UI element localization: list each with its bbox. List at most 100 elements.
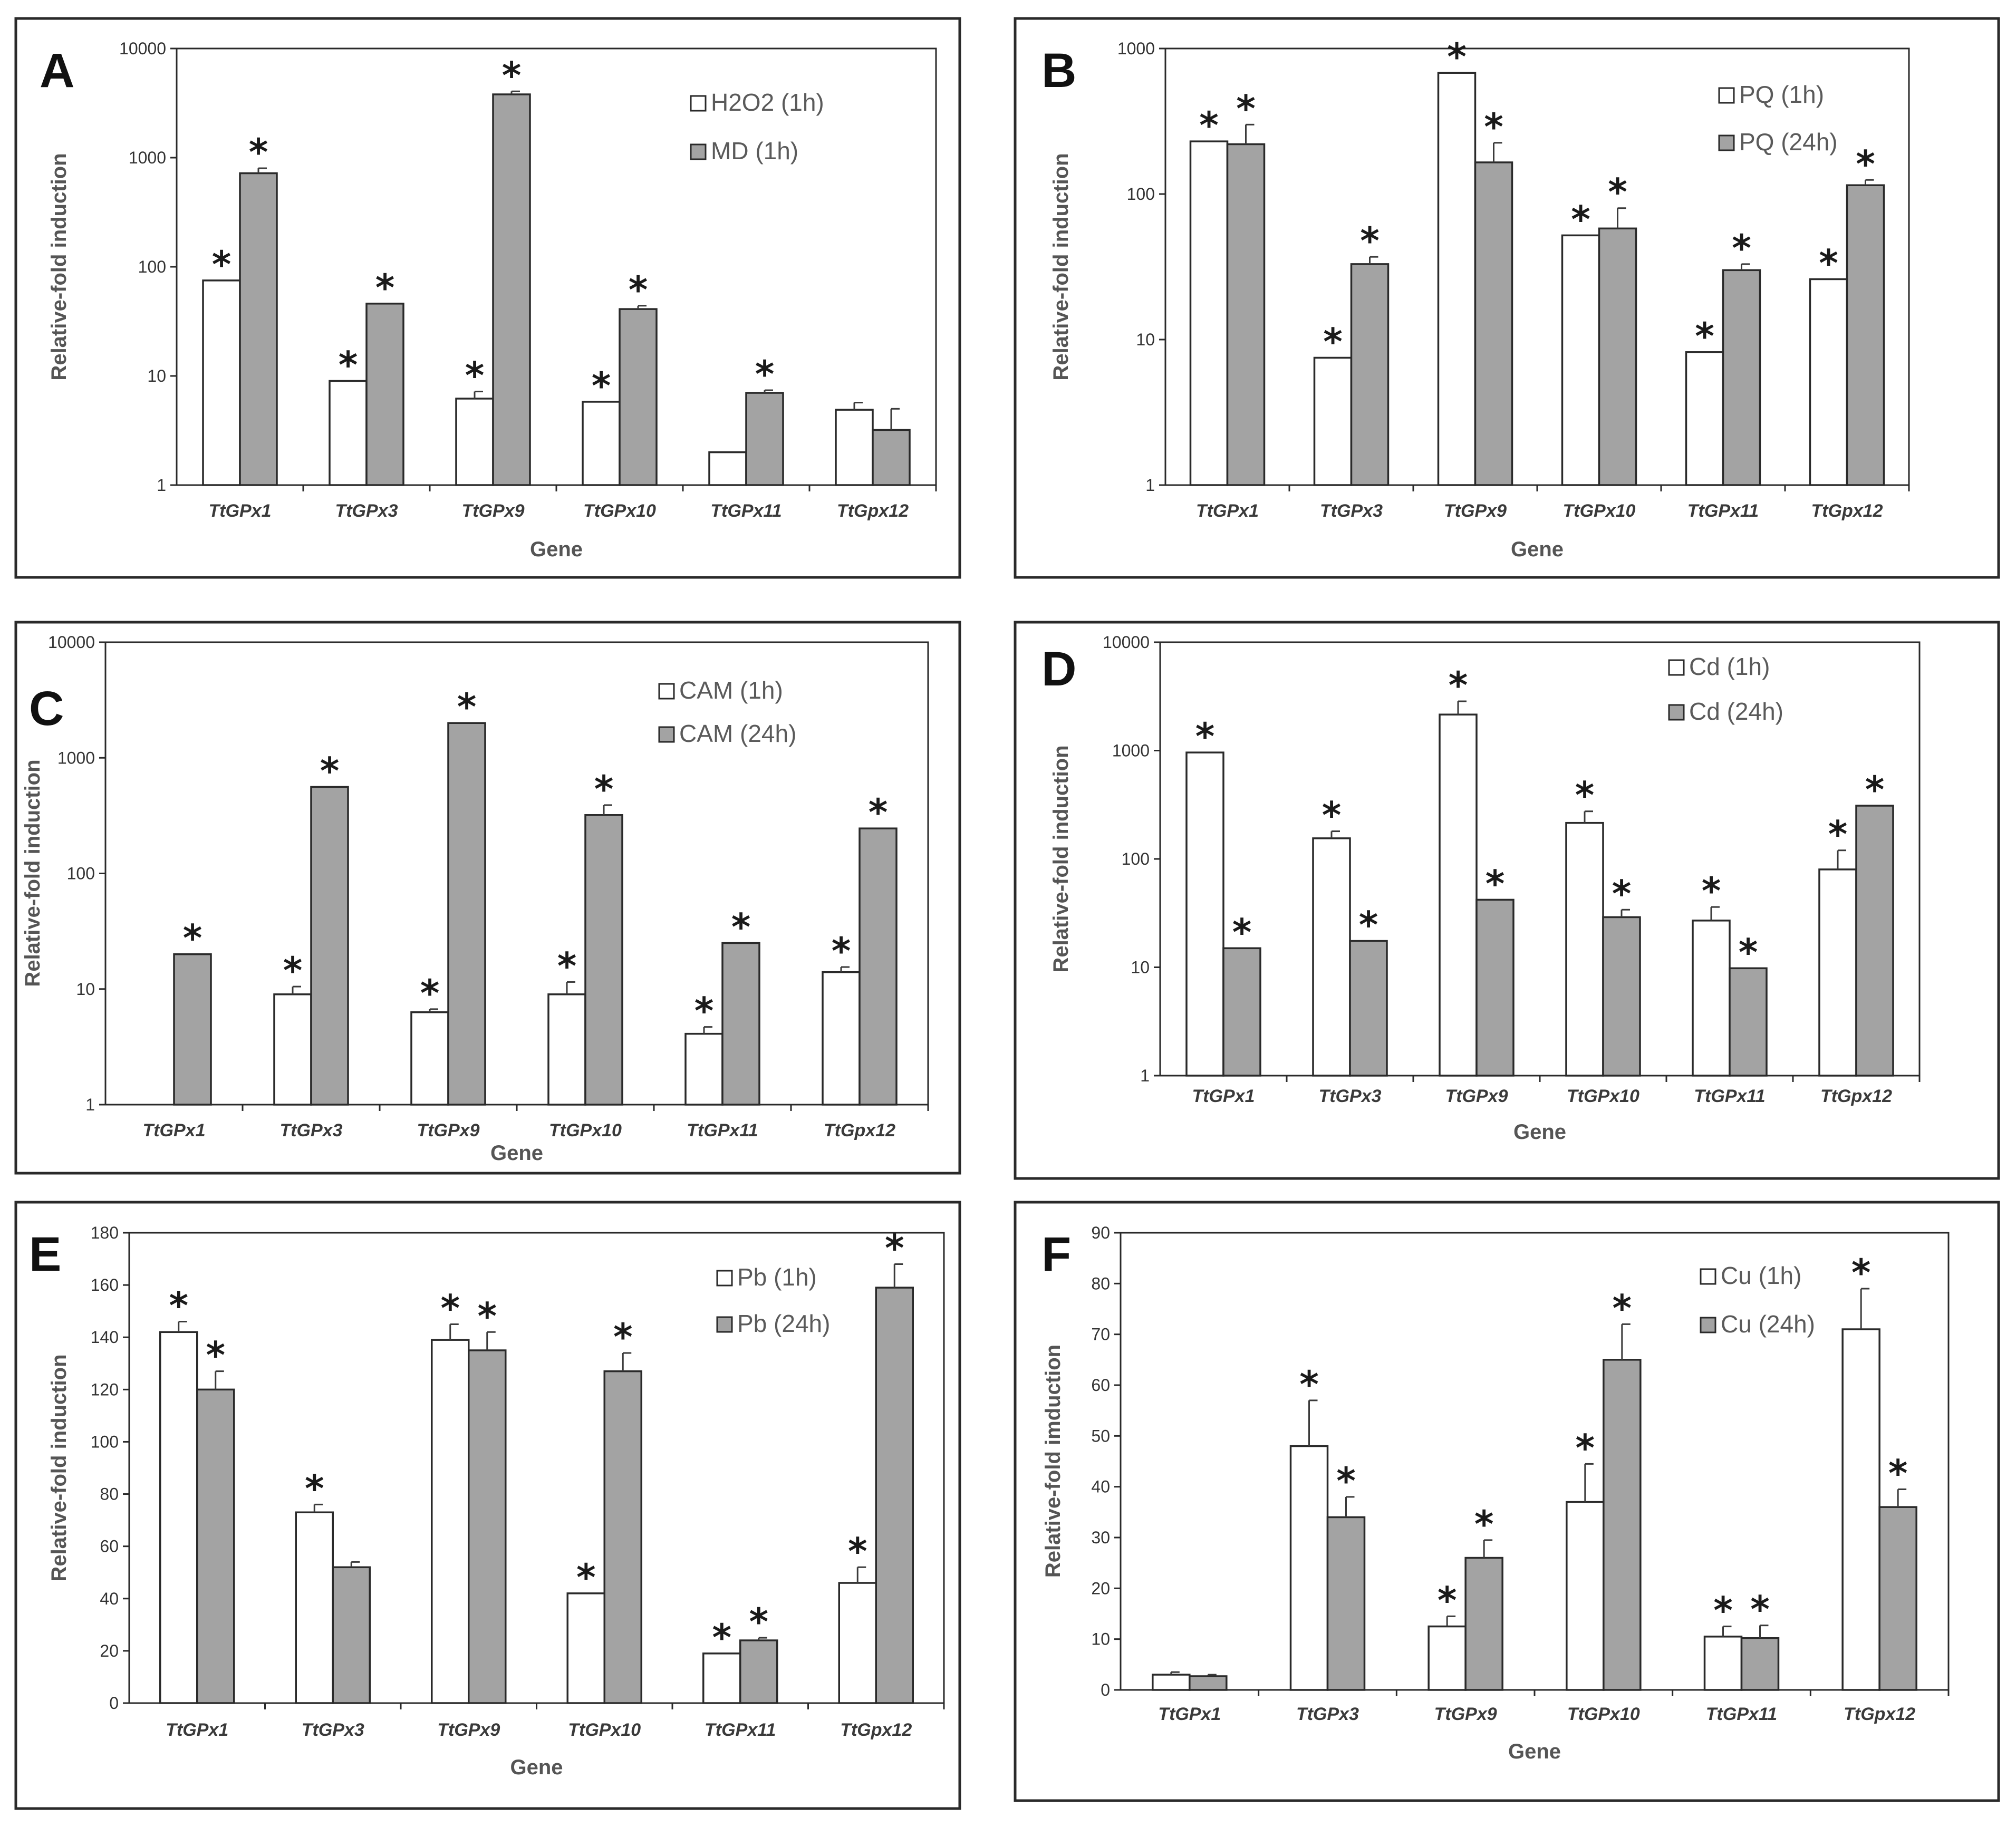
bar-C-TtGPx10-series2 [584,814,623,1106]
x-tick-label: TtGPx3 [1296,1704,1359,1724]
bar-B-TtGpx12-series2 [1846,184,1885,486]
bar-F-TtGpx12-series2 [1878,1506,1917,1691]
significance-star: * [502,54,522,97]
significance-star: * [1865,768,1885,811]
y-tick-label: 10000 [1103,633,1150,652]
legend-label: CAM (24h) [679,720,796,747]
bar-A-TtGPx3-series2 [365,303,404,486]
bar-C-TtGPx3-series2 [310,786,349,1106]
significance-star: * [457,685,477,729]
significance-star: * [283,949,303,992]
significance-star: * [465,354,485,398]
bar-C-TtGPx1-series2 [173,953,212,1106]
x-tick-label: TtGPx3 [1318,1086,1381,1106]
y-tick-label: 50 [1091,1426,1110,1445]
y-tick-label: 10000 [48,633,95,652]
x-tick-label: TtGpx12 [1811,501,1883,521]
bar-E-TtGpx12-series2 [875,1287,914,1704]
y-tick-label: 80 [100,1485,119,1504]
panel-B: 1 10 100 1000 Relative-fold induction TtGPx1 *… [1014,17,2000,579]
significance-star: * [1474,1503,1494,1546]
y-tick-label: 10 [1136,330,1155,349]
y-tick-label: 1 [1140,1066,1150,1085]
y-tick-label: 10 [1131,958,1150,977]
x-axis-title: Gene [530,538,583,561]
x-tick-label: TtGpx12 [824,1120,895,1140]
significance-star: * [1299,1363,1319,1406]
bar-E-TtGPx3-series1 [295,1511,334,1704]
panel-F: 0 10 20 30 40 50 60 70 80 90 Relative-fold imducti… [1014,1201,2000,1802]
significance-star: * [694,990,714,1033]
legend-swatch [1700,1317,1716,1333]
significance-star: * [477,1294,497,1338]
significance-star: * [869,791,888,834]
x-tick-label: TtGPx11 [705,1720,776,1740]
bar-A-TtGpx12-series1 [835,409,874,486]
plot-area [176,47,937,486]
significance-star: * [1888,1452,1908,1495]
bar-D-TtGPx3-series1 [1312,837,1351,1077]
x-tick-label: TtGPx3 [1320,501,1383,521]
bar-A-TtGPx1-series2 [239,172,278,486]
panel-letter: D [1041,642,1076,696]
significance-star: * [1576,1426,1595,1470]
bar-A-TtGPx9-series1 [455,398,494,486]
y-tick-label: 1000 [1112,741,1150,760]
bar-C-TtGPx9-series2 [447,722,486,1106]
significance-star: * [1336,1459,1356,1503]
x-tick-label: TtGPx10 [1567,1086,1639,1106]
bar-C-TtGPx10-series1 [547,993,586,1106]
significance-star: * [1612,872,1632,915]
panel-letter: F [1041,1227,1071,1281]
bar-E-TtGPx1-series1 [159,1331,198,1704]
significance-star: * [1828,813,1848,856]
bar-F-TtGPx3-series1 [1289,1445,1329,1691]
legend-swatch [658,726,675,743]
y-axis-title: Relative-fold imduction [1041,1345,1065,1578]
y-tick-label: 70 [1091,1325,1110,1344]
y-tick-label: 100 [138,257,166,276]
x-tick-label: TtGPx1 [142,1120,205,1140]
y-tick-label: 10 [1091,1630,1110,1649]
y-tick-label: 80 [1091,1274,1110,1293]
bar-C-TtGpx12-series2 [859,827,898,1106]
bar-B-TtGPx9-series1 [1437,72,1477,486]
x-axis-title: Gene [1511,538,1564,561]
significance-star: * [305,1467,324,1510]
x-axis-title: Gene [1508,1740,1561,1763]
significance-star: * [1851,1251,1871,1294]
legend-swatch [716,1270,733,1287]
significance-star: * [212,243,231,286]
legend-label: CAM (1h) [679,676,783,704]
bar-D-TtGPx1-series2 [1222,947,1261,1077]
y-tick-label: 10000 [119,39,166,58]
bar-E-TtGPx1-series2 [196,1388,235,1704]
significance-star: * [1613,1287,1632,1330]
significance-star: * [731,906,751,949]
y-tick-label: 60 [1091,1376,1110,1395]
bar-F-TtGPx1-series1 [1152,1674,1191,1691]
significance-star: * [613,1316,633,1359]
y-tick-label: 0 [109,1694,119,1713]
significance-star: * [183,917,202,960]
bar-C-TtGpx12-series1 [822,971,861,1106]
bar-E-TtGPx10-series1 [566,1592,605,1704]
y-axis-title: Relative-fold induction [1049,745,1073,972]
significance-star: * [1702,869,1721,913]
significance-star: * [1322,794,1342,837]
x-tick-label: TtGPx3 [302,1720,364,1740]
bar-B-TtGPx11-series1 [1685,351,1724,486]
bar-F-TtGPx9-series2 [1464,1557,1503,1691]
legend-swatch [1700,1268,1716,1285]
significance-star: * [339,343,358,386]
bar-A-TtGPx3-series1 [329,380,368,486]
legend-swatch [690,143,707,160]
bar-D-TtGPx11-series2 [1729,967,1768,1077]
panel-E: 0 20 40 60 80 100 120 140 160 180 Relative-fold in… [14,1201,961,1810]
panel-letter: A [40,44,74,98]
bar-D-TtGPx9-series2 [1475,898,1515,1077]
significance-star: * [1750,1588,1770,1631]
significance-star: * [1232,911,1252,954]
significance-star: * [1360,219,1380,263]
